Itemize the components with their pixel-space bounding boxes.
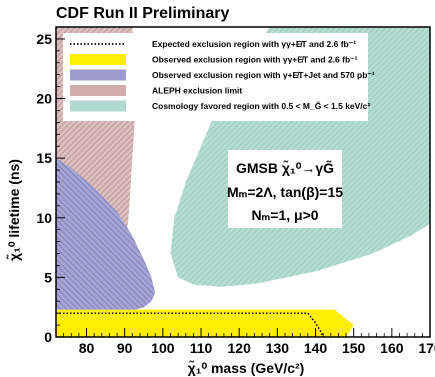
axes: 80 90 100 110 120 130 140 150 160 170 0 5 10 15 20 25 xyxy=(36,26,435,356)
model-note-line-1: GMSB χ̃₁⁰→γG̃ xyxy=(236,159,334,176)
x-tick-label: 140 xyxy=(304,340,328,356)
x-tick-label: 170 xyxy=(418,340,435,356)
expected-exclusion-line xyxy=(56,312,324,337)
observed-g-met-jet-region xyxy=(56,158,156,314)
model-note-line-3: Nₘ=1, μ>0 xyxy=(251,207,318,223)
legend-swatch xyxy=(70,69,126,81)
x-tick-label: 90 xyxy=(117,340,133,356)
legend-cosmology: Cosmology favored region with 0.5 < M_G̃… xyxy=(70,100,370,112)
legend-label: Cosmology favored region with 0.5 < M_G̃… xyxy=(152,100,370,111)
legend-label: ALEPH exclusion limit xyxy=(152,86,242,96)
legend-expected-gg-met: Expected exclusion region with γγ+E̸T an… xyxy=(70,39,356,49)
legend-swatch xyxy=(70,100,126,112)
observed-gg-met-region xyxy=(56,309,354,337)
x-tick-label: 120 xyxy=(228,340,252,356)
legend-swatch xyxy=(70,85,126,96)
x-tick-label: 150 xyxy=(342,340,366,356)
legend-label: Observed exclusion region with γγ+E̸T an… xyxy=(152,55,358,65)
y-tick-label: 15 xyxy=(36,150,52,166)
x-tick-label: 160 xyxy=(380,340,404,356)
y-tick-label: 25 xyxy=(36,31,52,47)
y-tick-label: 20 xyxy=(36,91,52,107)
model-parameters-box: GMSB χ̃₁⁰→γG̃ Mₘ=2Λ, tan(β)=15 Nₘ=1, μ>0 xyxy=(227,150,343,228)
legend: Expected exclusion region with γγ+E̸T an… xyxy=(63,33,375,121)
y-axis-label: χ̃₁⁰ lifetime (ns) xyxy=(5,159,22,261)
y-tick-label: 5 xyxy=(44,269,52,285)
y-tick-label: 0 xyxy=(44,329,52,345)
x-tick-label: 100 xyxy=(151,340,175,356)
x-tick-label: 110 xyxy=(190,340,213,356)
legend-observed-gg-met: Observed exclusion region with γγ+E̸T an… xyxy=(70,54,358,65)
chart-title: CDF Run II Preliminary xyxy=(56,5,229,22)
legend-label: Observed exclusion region with γ+E̸T+Jet… xyxy=(152,70,375,80)
legend-label: Expected exclusion region with γγ+E̸T an… xyxy=(152,39,356,49)
x-axis-label: χ̃₁⁰ mass (GeV/c²) xyxy=(188,359,305,376)
legend-aleph: ALEPH exclusion limit xyxy=(70,85,242,96)
x-tick-label: 130 xyxy=(266,340,290,356)
x-tick-label: 80 xyxy=(79,340,95,356)
legend-observed-g-met-jet: Observed exclusion region with γ+E̸T+Jet… xyxy=(70,69,375,81)
y-tick-label: 10 xyxy=(36,210,52,226)
legend-swatch xyxy=(70,54,126,65)
model-note-line-2: Mₘ=2Λ, tan(β)=15 xyxy=(227,184,343,200)
